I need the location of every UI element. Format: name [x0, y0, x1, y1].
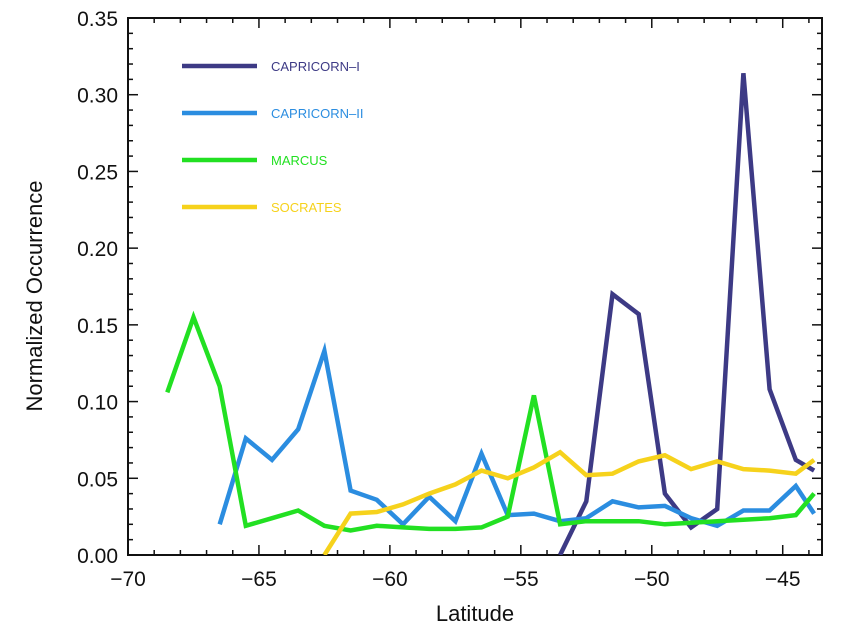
y-tick-label: 0.00	[77, 545, 118, 568]
y-tick-label: 0.15	[77, 315, 118, 338]
x-tick-label: −45	[765, 568, 801, 591]
legend: CAPRICORN–I CAPRICORN–II MARCUS SOCRATES	[182, 59, 363, 215]
plot-frame	[127, 17, 823, 556]
series-line-socrates	[322, 449, 816, 555]
y-tick-label: 0.25	[77, 161, 118, 184]
x-tick-label: −55	[503, 568, 539, 591]
series-line-capricorn-ii	[217, 341, 816, 529]
series-line-capricorn-i	[558, 73, 816, 555]
x-tick-label: −65	[241, 568, 277, 591]
y-axis-title: Normalized Occurrence	[22, 180, 47, 411]
x-axis-title: Latitude	[436, 601, 514, 626]
y-tick-label: 0.20	[77, 238, 118, 261]
y-tick-label: 0.05	[77, 468, 118, 491]
x-tick-label: −50	[634, 568, 670, 591]
series-lines	[165, 73, 816, 555]
tick-labels: −70 −65 −60 −55 −50 −45 0.00 0.05 0.10 0.15 0.20 0.…	[77, 8, 800, 591]
x-tick-label: −60	[372, 568, 408, 591]
legend-label: SOCRATES	[271, 200, 342, 215]
y-tick-label: 0.10	[77, 392, 118, 415]
x-tick-label: −70	[110, 568, 146, 591]
legend-label: MARCUS	[271, 153, 328, 168]
series-line-marcus	[165, 310, 816, 533]
axis-ticks	[127, 17, 822, 556]
y-tick-label: 0.35	[77, 8, 118, 31]
y-tick-label: 0.30	[77, 85, 118, 108]
legend-label: CAPRICORN–I	[271, 59, 360, 74]
legend-label: CAPRICORN–II	[271, 106, 363, 121]
